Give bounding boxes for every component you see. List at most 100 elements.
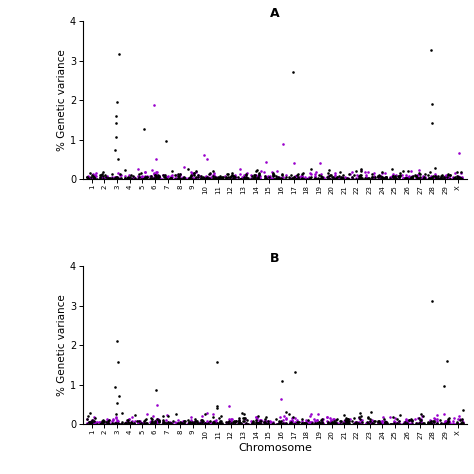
- Point: [129, 174, 137, 182]
- Point: [313, 416, 320, 424]
- Point: [130, 419, 138, 427]
- Point: [115, 419, 122, 427]
- Point: [374, 172, 382, 180]
- Point: [264, 419, 272, 427]
- Point: [87, 173, 95, 181]
- Point: [451, 173, 459, 181]
- Point: [355, 173, 363, 180]
- Point: [236, 418, 243, 426]
- Point: [207, 170, 214, 178]
- Point: [402, 171, 410, 179]
- Point: [415, 414, 422, 421]
- Point: [186, 175, 193, 183]
- Point: [366, 420, 374, 428]
- Point: [188, 172, 195, 179]
- Point: [270, 419, 277, 427]
- Point: [115, 51, 122, 58]
- Point: [88, 416, 96, 424]
- Point: [180, 174, 188, 182]
- Point: [260, 420, 267, 428]
- Point: [415, 174, 423, 182]
- Point: [104, 419, 112, 427]
- Point: [180, 163, 188, 171]
- Point: [317, 174, 325, 182]
- Point: [164, 412, 172, 420]
- Point: [273, 175, 280, 183]
- Point: [414, 175, 422, 182]
- Point: [255, 170, 263, 177]
- Point: [439, 174, 447, 182]
- Point: [457, 174, 465, 182]
- Point: [269, 174, 276, 182]
- Point: [237, 419, 244, 427]
- Point: [147, 420, 155, 428]
- Point: [247, 171, 255, 179]
- Point: [180, 418, 188, 426]
- Point: [289, 414, 297, 421]
- Point: [83, 420, 91, 428]
- Point: [148, 420, 156, 428]
- Point: [125, 172, 132, 179]
- Point: [394, 172, 402, 180]
- Point: [198, 418, 205, 425]
- Point: [229, 174, 237, 182]
- Point: [164, 420, 172, 428]
- Point: [191, 415, 199, 423]
- Point: [104, 174, 111, 182]
- Point: [128, 419, 136, 427]
- Point: [98, 419, 105, 427]
- Point: [88, 419, 95, 427]
- Point: [447, 175, 454, 182]
- Point: [262, 173, 269, 180]
- Point: [329, 419, 337, 427]
- Point: [91, 175, 99, 183]
- Point: [263, 158, 270, 166]
- Point: [403, 174, 410, 182]
- Point: [230, 419, 237, 427]
- Point: [99, 174, 106, 182]
- Point: [302, 175, 310, 182]
- Point: [341, 419, 349, 427]
- Point: [426, 420, 433, 428]
- Point: [404, 419, 411, 427]
- Point: [108, 175, 116, 182]
- Point: [431, 415, 438, 423]
- Point: [282, 415, 290, 423]
- Point: [152, 155, 160, 163]
- Point: [375, 418, 383, 425]
- Point: [415, 170, 423, 177]
- Point: [253, 175, 261, 182]
- Point: [300, 419, 308, 427]
- Point: [279, 140, 287, 148]
- Point: [113, 417, 120, 424]
- Point: [301, 419, 308, 427]
- Point: [287, 418, 294, 425]
- Point: [407, 175, 415, 182]
- Point: [192, 175, 200, 182]
- Point: [438, 419, 445, 427]
- Point: [83, 415, 91, 423]
- Point: [344, 175, 352, 182]
- Point: [336, 172, 343, 180]
- Point: [194, 418, 201, 425]
- Point: [367, 408, 375, 416]
- Point: [197, 416, 204, 424]
- Point: [174, 420, 182, 428]
- Point: [190, 169, 198, 176]
- Point: [113, 419, 121, 427]
- Point: [344, 415, 351, 423]
- Point: [96, 419, 103, 427]
- Point: [313, 419, 321, 427]
- Point: [298, 415, 305, 422]
- Point: [388, 173, 396, 180]
- Point: [87, 174, 94, 182]
- Point: [161, 173, 168, 181]
- Point: [252, 171, 260, 179]
- Point: [216, 418, 224, 426]
- Point: [401, 419, 409, 426]
- Point: [154, 171, 162, 179]
- Point: [126, 175, 133, 182]
- Point: [262, 420, 270, 428]
- Point: [188, 416, 195, 424]
- Point: [254, 418, 261, 426]
